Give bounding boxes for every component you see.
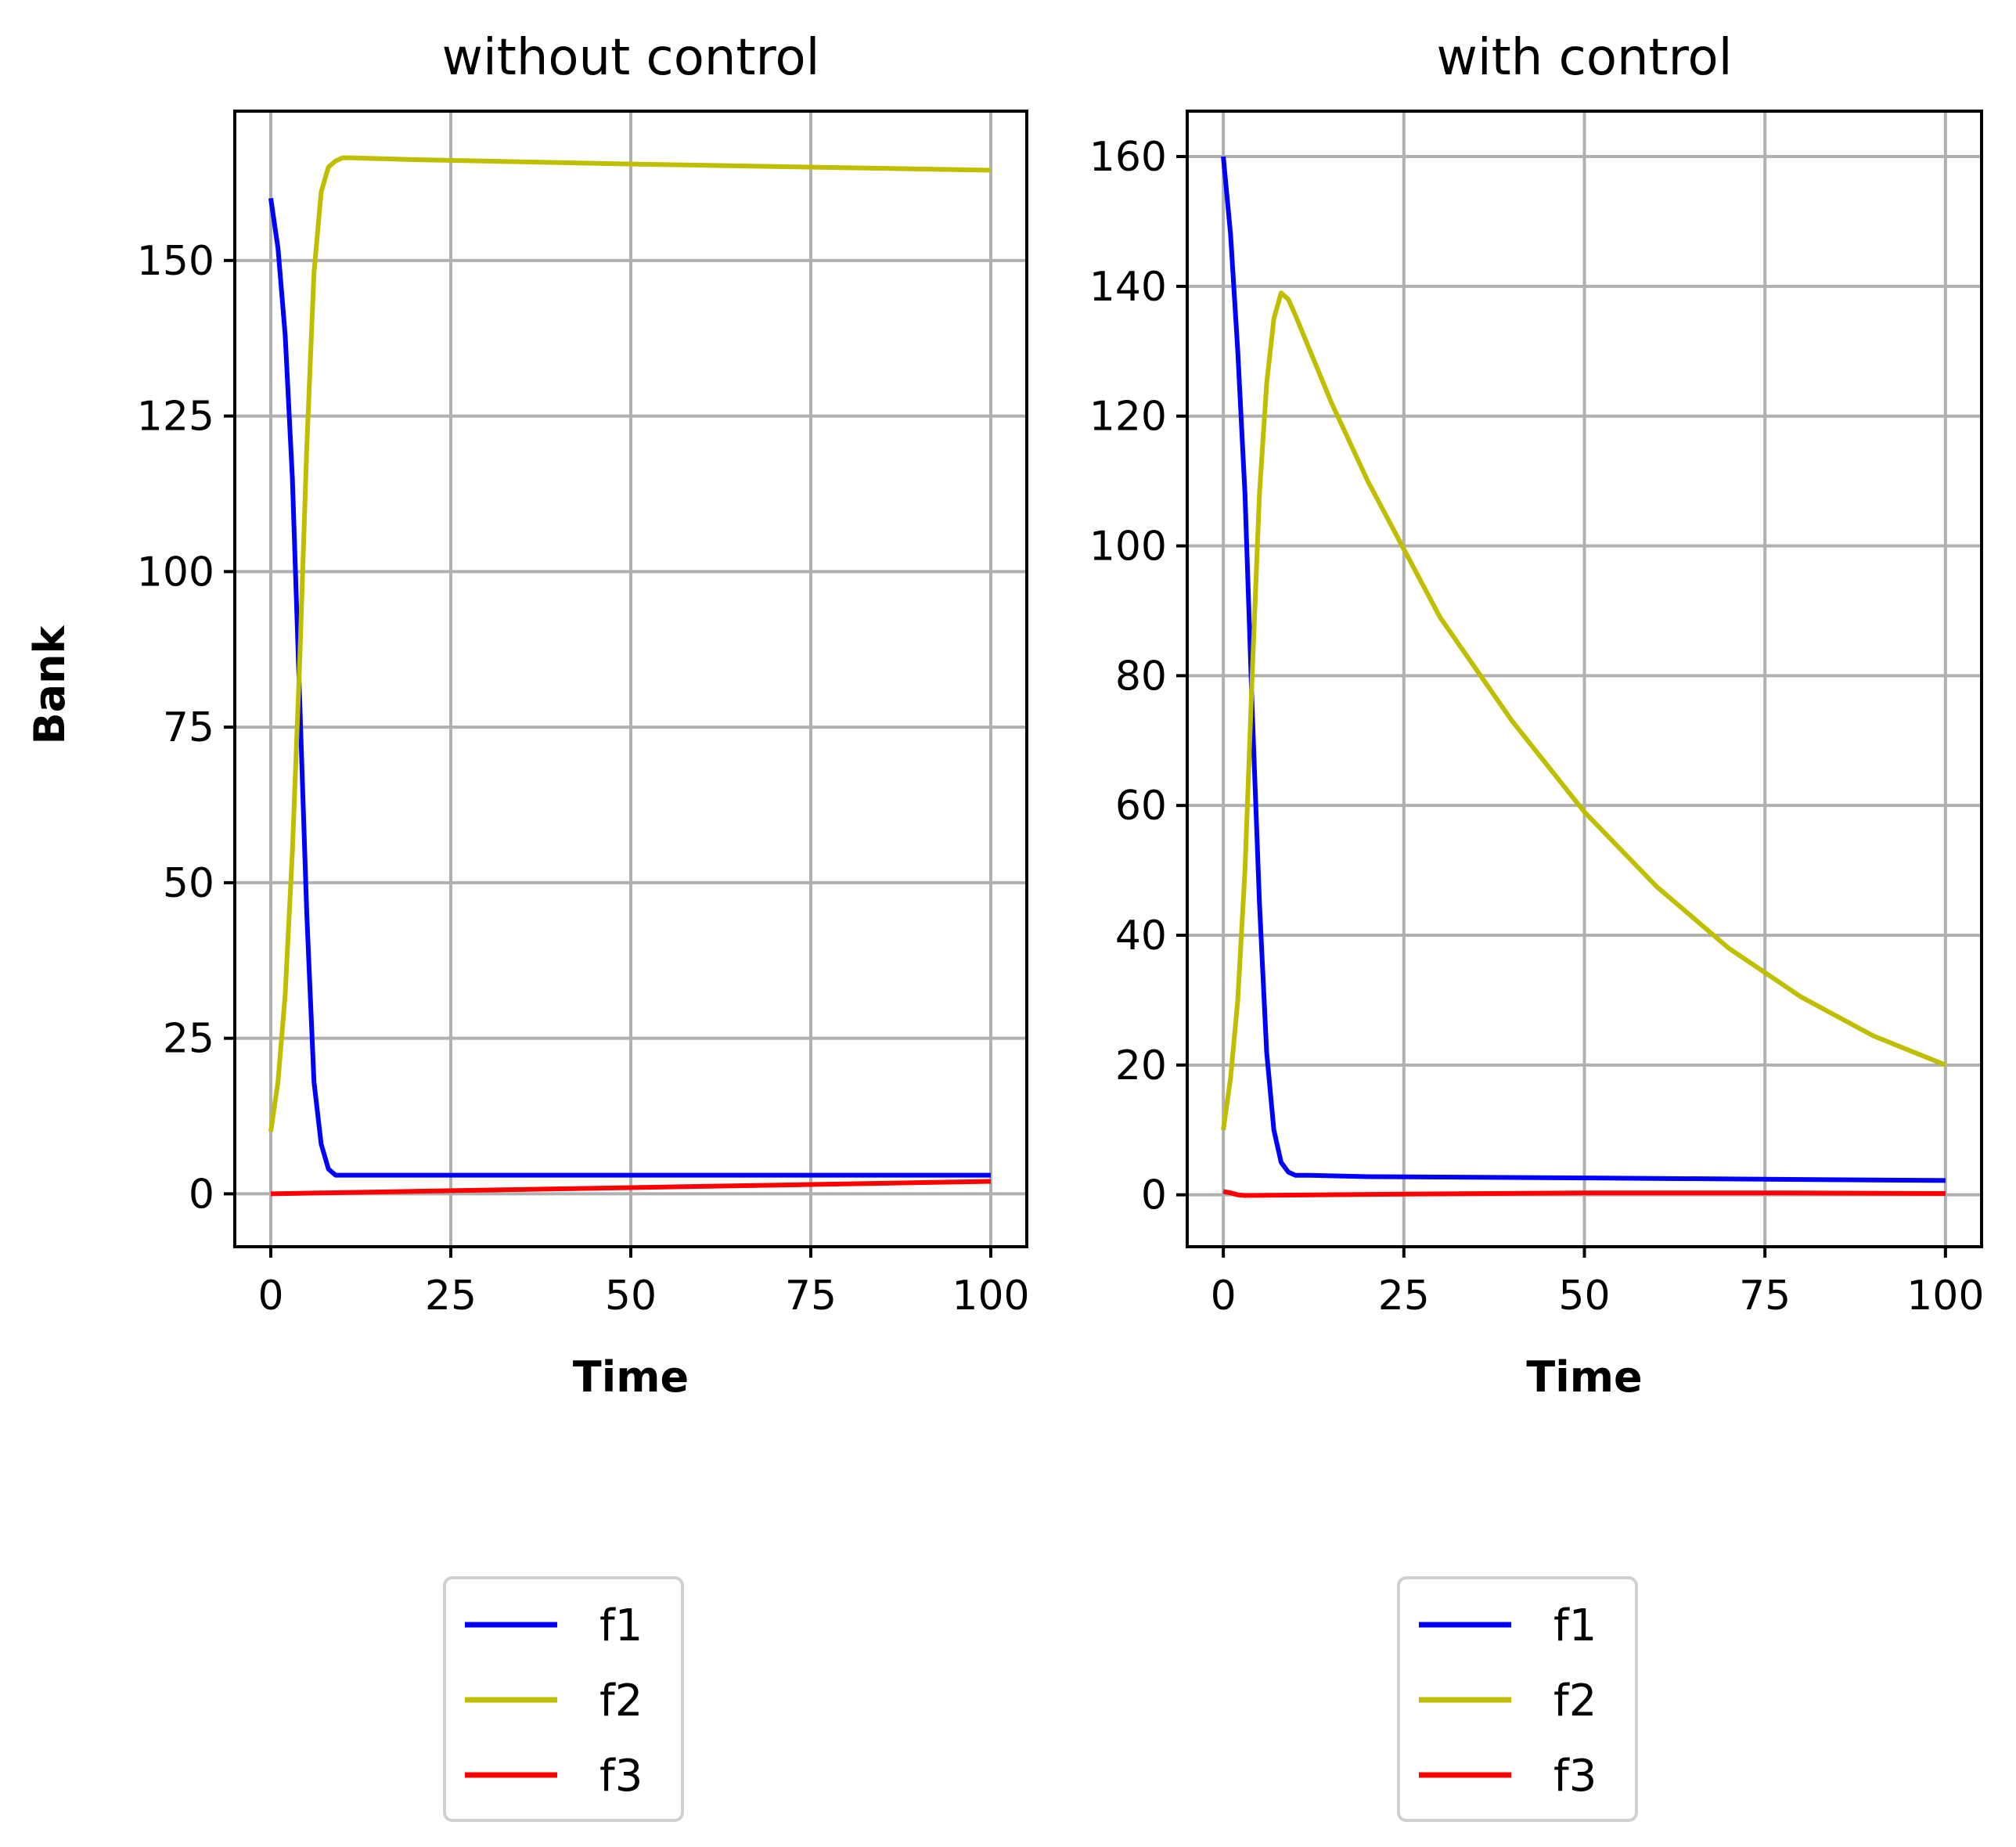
y-tick-label: 25 [163, 1016, 214, 1063]
x-tick-label: 75 [1739, 1273, 1791, 1320]
series-line-f1 [268, 197, 991, 1178]
legend-label-f3: f3 [599, 1751, 643, 1802]
x-axis-label: Time [573, 1352, 689, 1402]
series-line-f3 [270, 1179, 992, 1197]
y-tick-label: 0 [189, 1171, 214, 1218]
y-tick-label: 125 [137, 394, 214, 441]
x-tick-label: 25 [425, 1273, 477, 1320]
x-tick-label: 50 [605, 1273, 657, 1320]
legend-frame [1397, 1576, 1638, 1822]
x-tick-label: 100 [1906, 1273, 1984, 1320]
y-tick-label: 140 [1089, 264, 1167, 311]
x-tick-label: 75 [785, 1273, 837, 1320]
y-tick-label: 60 [1115, 783, 1167, 830]
y-tick-label: 50 [163, 860, 214, 907]
y-axis-label: Bank [25, 625, 74, 744]
y-tick-label: 80 [1115, 653, 1167, 700]
legend: f1 f2 f3 [1397, 1576, 1638, 1822]
chart-title: with control [1437, 29, 1733, 87]
y-tick-label: 120 [1089, 394, 1167, 441]
x-tick-label: 0 [257, 1273, 283, 1320]
x-tick-label: 25 [1378, 1273, 1430, 1320]
series-line-f3 [1222, 1189, 1946, 1198]
y-tick-label: 100 [1089, 524, 1167, 571]
legend-label-f2: f2 [1553, 1676, 1597, 1726]
y-tick-label: 160 [1089, 134, 1167, 181]
series-line-f2 [268, 155, 992, 1132]
chart-title: without control [442, 29, 820, 87]
y-tick-label: 20 [1115, 1042, 1167, 1089]
legend: f1 f2 f3 [443, 1576, 684, 1822]
legend-label-f1: f1 [599, 1600, 643, 1651]
legend-label-f3: f3 [1553, 1751, 1597, 1802]
legend-frame [443, 1576, 684, 1822]
legend-label-f1: f1 [1553, 1600, 1597, 1651]
chart-panel-2: 0 25 50 75 100 0 20 40 60 80 100 120 140 160 with cont… [1089, 29, 1984, 1822]
y-tick-label: 0 [1141, 1172, 1167, 1219]
series-line-f1 [1221, 156, 1946, 1183]
legend-label-f2: f2 [599, 1676, 643, 1726]
x-axis-label: Time [1526, 1352, 1642, 1402]
y-tick-label: 100 [137, 549, 214, 596]
x-tick-label: 100 [952, 1273, 1029, 1320]
x-tick-label: 50 [1558, 1273, 1610, 1320]
y-tick-label: 40 [1115, 913, 1167, 960]
y-tick-label: 150 [137, 238, 214, 285]
x-tick-label: 0 [1211, 1273, 1237, 1320]
chart-panel-1: 0 25 50 75 100 0 25 50 75 100 125 150 without contro… [25, 29, 1030, 1822]
series-line-f2 [1221, 290, 1947, 1131]
y-tick-label: 75 [163, 704, 214, 751]
